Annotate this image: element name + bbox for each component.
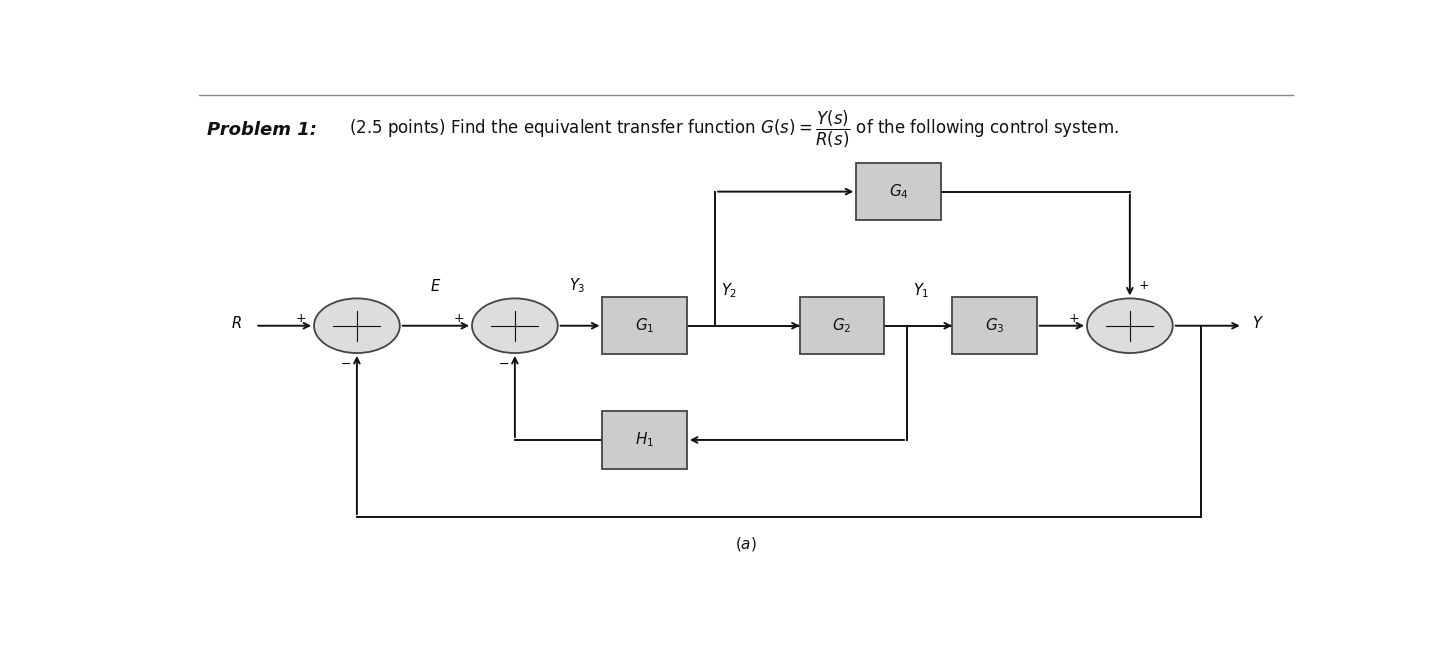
Text: $+$: $+$ [1137, 279, 1149, 292]
Text: $H_1$: $H_1$ [635, 431, 654, 450]
Bar [603, 412, 687, 468]
Text: $-$: $-$ [341, 357, 351, 370]
Ellipse shape [314, 299, 400, 353]
Ellipse shape [472, 299, 558, 353]
Text: $Y_3$: $Y_3$ [569, 277, 585, 295]
Text: $G_2$: $G_2$ [833, 317, 852, 335]
Bar [603, 297, 687, 354]
Text: $Y_1$: $Y_1$ [913, 282, 929, 301]
Text: $(a)$: $(a)$ [735, 535, 757, 553]
Bar [952, 297, 1037, 354]
Text: $G_4$: $G_4$ [888, 183, 909, 201]
Bar [856, 163, 941, 220]
Text: $-$: $-$ [498, 357, 510, 370]
Text: $Y$: $Y$ [1252, 315, 1264, 332]
Text: $R$: $R$ [232, 315, 242, 332]
Text: (2.5 points) Find the equivalent transfer function $G(s) =\dfrac{Y(s)}{R(s)}$ of: (2.5 points) Find the equivalent transfe… [349, 109, 1118, 150]
Ellipse shape [1088, 299, 1172, 353]
Text: $+$: $+$ [296, 312, 306, 325]
Text: $Y_2$: $Y_2$ [721, 282, 737, 301]
Text: $E$: $E$ [431, 278, 441, 294]
Text: $+$: $+$ [453, 312, 464, 325]
Text: Problem 1:: Problem 1: [207, 121, 317, 139]
Bar [799, 297, 884, 354]
Text: $G_1$: $G_1$ [635, 317, 654, 335]
Text: $+$: $+$ [1067, 312, 1079, 325]
Text: $G_3$: $G_3$ [984, 317, 1005, 335]
